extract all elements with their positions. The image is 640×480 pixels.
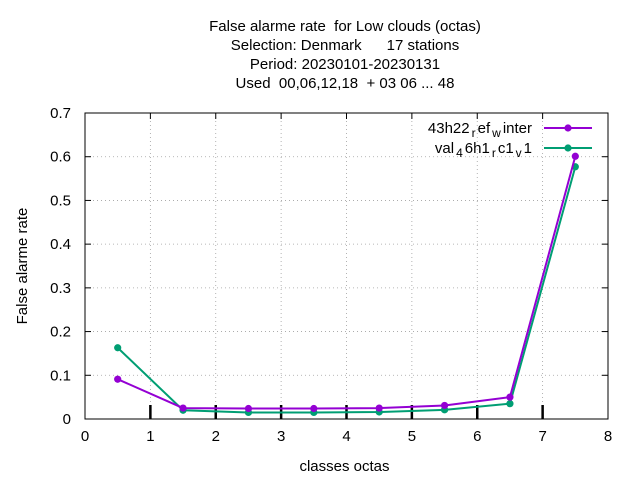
legend-marker-2	[564, 144, 571, 151]
series-1-point	[179, 404, 186, 411]
series-1-point	[245, 405, 252, 412]
y-tick-label: 0.1	[50, 367, 71, 384]
legend-label-part: 1	[524, 140, 532, 157]
series-2-point	[506, 400, 513, 407]
x-tick-label: 7	[538, 428, 546, 445]
series-1-point	[310, 405, 317, 412]
legend-label-part: inter	[503, 120, 532, 137]
x-tick-label: 1	[146, 428, 154, 445]
legend-marker-1	[564, 124, 571, 131]
x-tick-label: 3	[277, 428, 285, 445]
y-axis-label: False alarme rate	[14, 208, 31, 325]
series-1-point	[441, 402, 448, 409]
y-tick-label: 0.7	[50, 105, 71, 122]
x-tick-label: 8	[604, 428, 612, 445]
x-tick-label: 4	[342, 428, 350, 445]
legend-label-part: c1	[498, 140, 514, 157]
legend-label-part: w	[491, 126, 501, 140]
y-tick-label: 0	[63, 411, 71, 428]
legend-label-part: 6h1	[465, 140, 490, 157]
legend-label-part: 43h22	[428, 120, 470, 137]
x-tick-label: 6	[473, 428, 481, 445]
legend-label-part: val	[435, 140, 454, 157]
series-1-point	[376, 404, 383, 411]
x-axis-label: classes octas	[299, 458, 389, 475]
x-tick-label: 5	[408, 428, 416, 445]
y-tick-label: 0.4	[50, 236, 71, 253]
series-1-point	[506, 394, 513, 401]
legend-label-part: ef	[478, 120, 491, 137]
y-tick-label: 0.5	[50, 192, 71, 209]
legend-label-part: v	[516, 146, 522, 160]
legend-label-part: r	[492, 146, 496, 160]
legend-label-part: 4	[456, 146, 463, 160]
y-tick-label: 0.6	[50, 149, 71, 166]
x-tick-label: 0	[81, 428, 89, 445]
x-tick-label: 2	[212, 428, 220, 445]
y-tick-label: 0.2	[50, 324, 71, 341]
legend-label-1: 43h22 r ef w inter	[428, 120, 532, 140]
series-1-point	[114, 376, 121, 383]
series-1-point	[572, 153, 579, 160]
series-line-1	[118, 156, 576, 408]
y-tick-label: 0.3	[50, 280, 71, 297]
series-2-point	[114, 344, 121, 351]
legend-label-part: r	[472, 126, 476, 140]
